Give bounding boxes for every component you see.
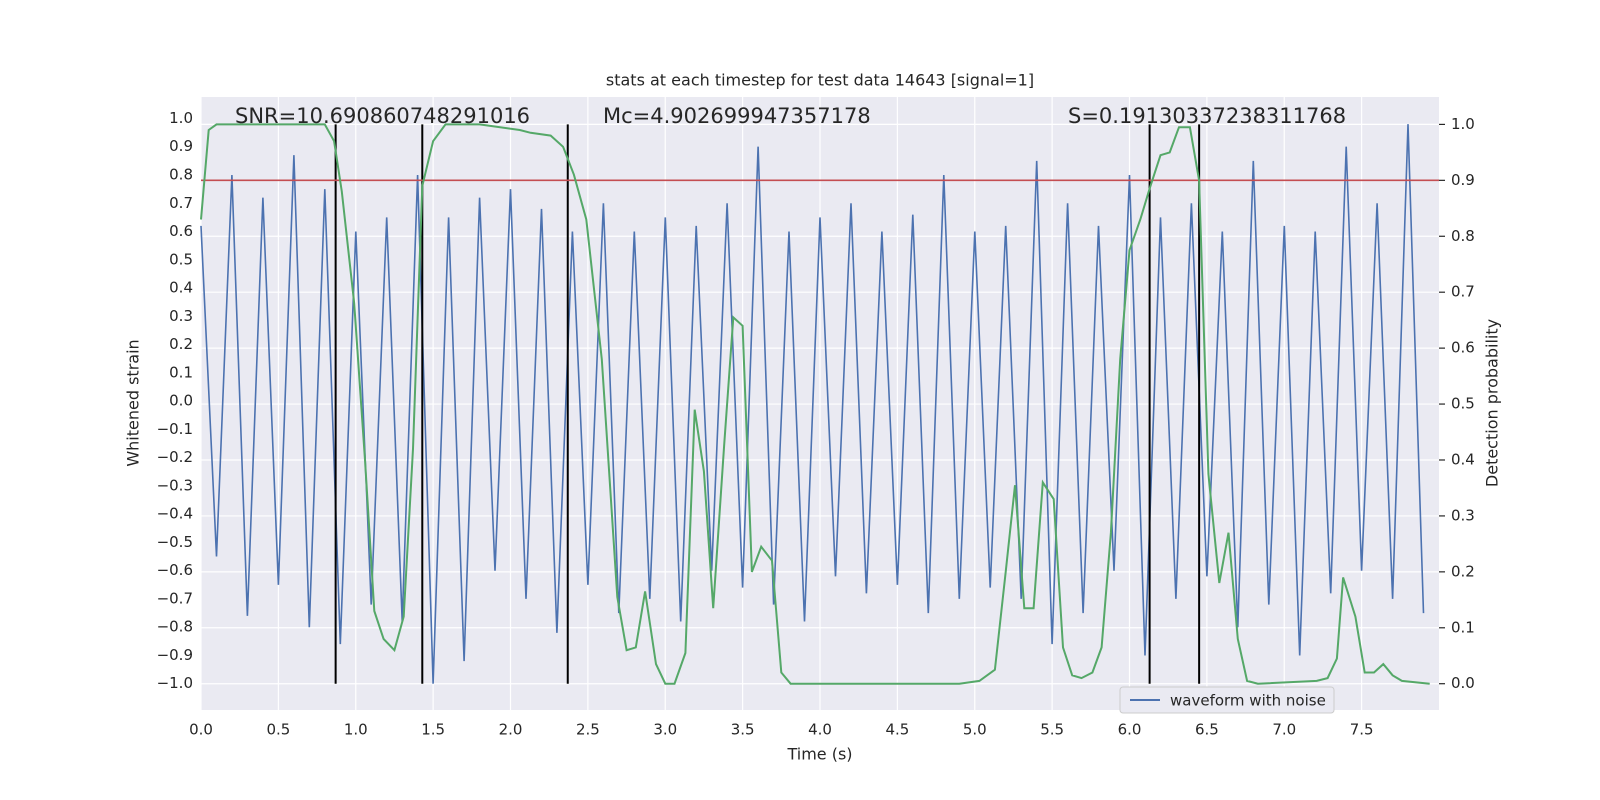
annotation: SNR=10.690860748291016 — [235, 104, 530, 128]
y2-tick-label: 0.6 — [1451, 339, 1475, 357]
probability-line — [200, 123, 1430, 685]
y-tick-label: 0.2 — [169, 335, 193, 353]
x-tick-label: 1.5 — [421, 721, 445, 739]
y-tick-label: −0.4 — [157, 505, 193, 523]
x-tick-label: 2.0 — [499, 721, 523, 739]
y-tick-label: −1.0 — [157, 674, 193, 692]
y-tick-label: −0.6 — [157, 561, 193, 579]
y2-tick-label: 0.3 — [1451, 506, 1475, 524]
legend-label: waveform with noise — [1170, 692, 1326, 710]
y-tick-label: −0.2 — [157, 448, 193, 466]
y-tick-label: 1.0 — [169, 109, 193, 127]
y2-tick-label: 0.2 — [1451, 562, 1475, 580]
x-tick-label: 4.0 — [808, 721, 832, 739]
y2-tick-label: 0.9 — [1451, 171, 1475, 189]
x-tick-label: 2.5 — [576, 721, 600, 739]
waveform-line — [200, 124, 1425, 684]
y-tick-label: 0.0 — [169, 392, 193, 410]
x-tick-label: 1.0 — [344, 721, 368, 739]
y-tick-label: 0.9 — [169, 137, 193, 155]
x-tick-label: 5.5 — [1040, 721, 1064, 739]
x-tick-label: 0.5 — [266, 721, 290, 739]
x-tick-label: 7.5 — [1350, 721, 1374, 739]
annotation: Mc=4.902699947357178 — [603, 104, 871, 128]
y-tick-label: 0.3 — [169, 307, 193, 325]
x-tick-label: 3.0 — [653, 721, 677, 739]
y-tick-label: −0.8 — [157, 618, 193, 636]
x-tick-label: 7.0 — [1272, 721, 1296, 739]
y-tick-label: −0.5 — [157, 533, 193, 551]
y2-tick-label: 0.7 — [1451, 283, 1475, 301]
y-tick-label: 0.4 — [169, 279, 193, 297]
x-tick-label: 6.0 — [1118, 721, 1142, 739]
y2-tick-label: 0.8 — [1451, 227, 1475, 245]
legend-box — [1119, 686, 1335, 714]
y-tick-label: −0.1 — [157, 420, 193, 438]
y-tick-label: 0.1 — [169, 363, 193, 381]
y-tick-label: −0.7 — [157, 589, 193, 607]
chart-title: stats at each timestep for test data 146… — [606, 71, 1034, 90]
x-tick-label: 3.5 — [731, 721, 755, 739]
x-tick-label: 0.0 — [189, 721, 213, 739]
y2-tick-label: 0.5 — [1451, 395, 1475, 413]
annotation: S=0.19130337238311768 — [1068, 104, 1346, 128]
y2-tick-label: 0.0 — [1451, 674, 1475, 692]
y-tick-label: −0.3 — [157, 476, 193, 494]
y-tick-label: 0.7 — [169, 194, 193, 212]
x-tick-label: 6.5 — [1195, 721, 1219, 739]
y-tick-label: 0.6 — [169, 222, 193, 240]
y-tick-label: −0.9 — [157, 646, 193, 664]
x-tick-label: 4.5 — [885, 721, 909, 739]
y-axis-label: Whitened strain — [124, 339, 143, 466]
x-tick-label: 5.0 — [963, 721, 987, 739]
y2-tick-label: 1.0 — [1451, 115, 1475, 133]
y2-tick-label: 0.4 — [1451, 450, 1475, 468]
x-axis-label: Time (s) — [786, 745, 852, 764]
y2-tick-label: 0.1 — [1451, 618, 1475, 636]
y-tick-label: 0.8 — [169, 166, 193, 184]
y-tick-label: 0.5 — [169, 250, 193, 268]
y2-axis-label: Detection probability — [1483, 319, 1502, 487]
